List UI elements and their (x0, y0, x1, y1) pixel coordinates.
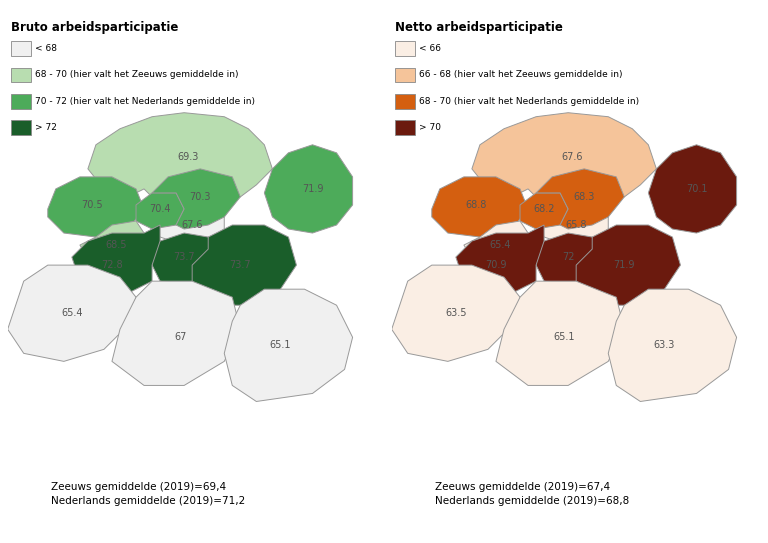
Text: 73.7: 73.7 (230, 260, 251, 270)
Bar (12, 41, 31, 56)
Text: 70.3: 70.3 (190, 192, 211, 202)
Text: 68.3: 68.3 (574, 192, 595, 202)
Polygon shape (8, 265, 136, 362)
Polygon shape (456, 225, 544, 297)
Text: 68.2: 68.2 (533, 204, 554, 214)
Text: 69.3: 69.3 (177, 152, 199, 162)
Text: > 72: > 72 (35, 123, 58, 132)
Polygon shape (472, 113, 657, 201)
Polygon shape (80, 221, 144, 261)
Bar (12, 120, 31, 135)
Bar (12, 94, 31, 109)
Polygon shape (536, 201, 608, 245)
Polygon shape (192, 225, 296, 305)
Text: 63.5: 63.5 (445, 308, 467, 318)
Text: 72.8: 72.8 (101, 260, 123, 270)
Text: Zeeuws gemiddelde (2019)=67,4
Nederlands gemiddelde (2019)=68,8: Zeeuws gemiddelde (2019)=67,4 Nederlands… (435, 482, 629, 507)
Polygon shape (264, 145, 353, 233)
Polygon shape (496, 281, 624, 386)
Bar (12, 67, 31, 83)
Text: 65.8: 65.8 (565, 220, 587, 230)
Text: 68.8: 68.8 (465, 200, 487, 210)
Polygon shape (536, 233, 601, 285)
Text: 65.4: 65.4 (489, 240, 511, 250)
Text: 70.1: 70.1 (686, 184, 707, 194)
Text: 71.9: 71.9 (614, 260, 635, 270)
Polygon shape (136, 193, 184, 229)
Text: 67: 67 (174, 332, 187, 342)
Text: 65.1: 65.1 (270, 340, 291, 350)
Text: 68.5: 68.5 (105, 240, 127, 250)
Text: 66 - 68 (hier valt het Zeeuws gemiddelde in): 66 - 68 (hier valt het Zeeuws gemiddelde… (419, 71, 623, 79)
Polygon shape (432, 177, 528, 237)
Polygon shape (48, 177, 144, 237)
Text: 70.5: 70.5 (81, 200, 103, 210)
Text: 72: 72 (562, 252, 574, 262)
Polygon shape (152, 201, 224, 245)
Polygon shape (464, 221, 528, 261)
Text: 63.3: 63.3 (654, 340, 675, 350)
Polygon shape (152, 169, 240, 229)
Bar (396, 67, 415, 83)
Text: 65.1: 65.1 (554, 332, 575, 342)
Text: 68 - 70 (hier valt het Nederlands gemiddelde in): 68 - 70 (hier valt het Nederlands gemidd… (419, 97, 640, 106)
Text: 70.4: 70.4 (149, 204, 170, 214)
Text: 71.9: 71.9 (302, 184, 323, 194)
Text: 65.4: 65.4 (61, 308, 83, 318)
Text: 68 - 70 (hier valt het Zeeuws gemiddelde in): 68 - 70 (hier valt het Zeeuws gemiddelde… (35, 71, 239, 79)
Polygon shape (648, 145, 737, 233)
Text: Zeeuws gemiddelde (2019)=69,4
Nederlands gemiddelde (2019)=71,2: Zeeuws gemiddelde (2019)=69,4 Nederlands… (51, 482, 245, 507)
Text: 67.6: 67.6 (561, 152, 583, 162)
Bar (396, 94, 415, 109)
Polygon shape (536, 169, 624, 229)
Polygon shape (608, 289, 737, 401)
Polygon shape (88, 113, 273, 201)
Bar (396, 120, 415, 135)
Text: 67.6: 67.6 (181, 220, 203, 230)
Text: 70.9: 70.9 (485, 260, 507, 270)
Text: > 70: > 70 (419, 123, 442, 132)
Polygon shape (72, 225, 160, 297)
Polygon shape (224, 289, 353, 401)
Polygon shape (112, 281, 240, 386)
Text: < 68: < 68 (35, 44, 58, 53)
Text: Bruto arbeidsparticipatie: Bruto arbeidsparticipatie (12, 21, 179, 34)
Polygon shape (576, 225, 680, 305)
Polygon shape (520, 193, 568, 229)
Text: Netto arbeidsparticipatie: Netto arbeidsparticipatie (396, 21, 563, 34)
Text: 73.7: 73.7 (174, 252, 195, 262)
Bar (396, 41, 415, 56)
Polygon shape (392, 265, 520, 362)
Polygon shape (152, 233, 217, 285)
Text: < 66: < 66 (419, 44, 442, 53)
Text: 70 - 72 (hier valt het Nederlands gemiddelde in): 70 - 72 (hier valt het Nederlands gemidd… (35, 97, 256, 106)
